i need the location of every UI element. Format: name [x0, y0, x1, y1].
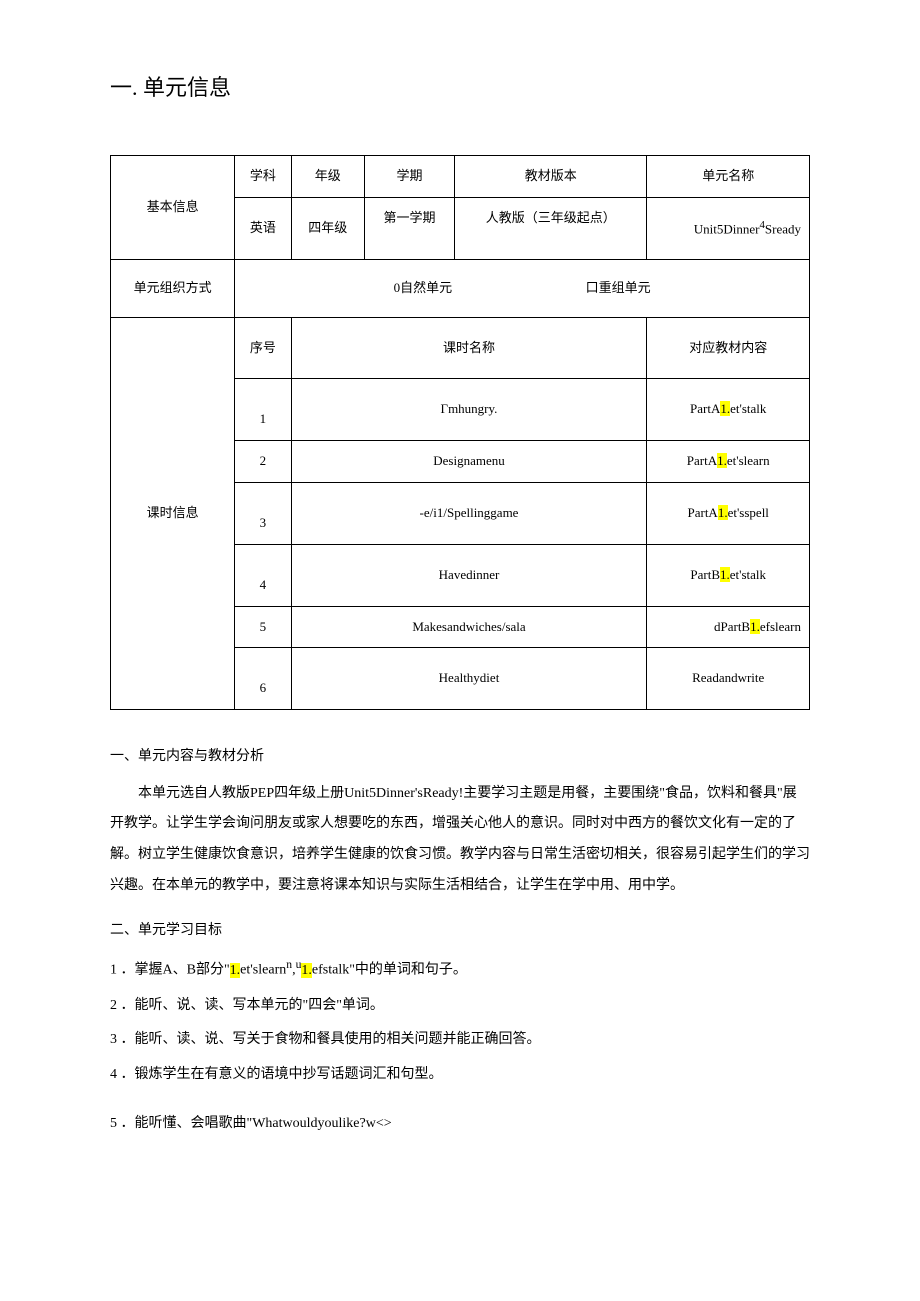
- list-item: 5 ．能听懂、会唱歌曲"Whatwouldyoulike?w<>: [110, 1109, 810, 1140]
- term-header: 学期: [364, 156, 454, 198]
- list-item: 2 ．能听、说、读、写本单元的"四会"单词。: [110, 991, 810, 1022]
- lesson-num: 2: [235, 441, 291, 483]
- subject-header: 学科: [235, 156, 291, 198]
- lesson-content: PartA1.et'stalk: [647, 379, 810, 441]
- lesson-name: Гmhungry.: [291, 379, 647, 441]
- lesson-content: Readandwrite: [647, 648, 810, 710]
- grade-value: 四年级: [291, 197, 364, 259]
- lesson-name: Healthydiet: [291, 648, 647, 710]
- section2-title: 二、单元学习目标: [110, 920, 810, 942]
- unit-info-table: 基本信息 学科 年级 学期 教材版本 单元名称 英语 四年级 第一学期 人教版（…: [110, 155, 810, 710]
- org-opt2: 口重组单元: [586, 278, 651, 299]
- lesson-name: -e/i1/Spellinggame: [291, 482, 647, 544]
- lesson-name: Makesandwiches/sala: [291, 606, 647, 648]
- section1-title: 一、单元内容与教材分析: [110, 746, 810, 768]
- list-item: 1 ．掌握A、B部分"1.et'slearnn,u1.efstalk"中的单词和…: [110, 952, 810, 986]
- list-item: 3 ．能听、读、说、写关于食物和餐具使用的相关问题并能正确回答。: [110, 1025, 810, 1056]
- list-item: 4 ．锻炼学生在有意义的语境中抄写话题词汇和句型。: [110, 1060, 810, 1091]
- unitname-value: Unit5Dinner4Sready: [647, 197, 810, 259]
- version-header: 教材版本: [455, 156, 647, 198]
- page-heading: 一. 单元信息: [110, 70, 810, 105]
- lesson-num: 3: [235, 482, 291, 544]
- org-options: 0自然单元 口重组单元: [235, 259, 810, 317]
- lesson-name-header: 课时名称: [291, 317, 647, 379]
- lesson-content-header: 对应教材内容: [647, 317, 810, 379]
- lesson-num-header: 序号: [235, 317, 291, 379]
- lesson-num: 1: [235, 379, 291, 441]
- unitname-header: 单元名称: [647, 156, 810, 198]
- lessons-label: 课时信息: [111, 317, 235, 710]
- term-value: 第一学期: [364, 197, 454, 259]
- lesson-num: 5: [235, 606, 291, 648]
- org-label: 单元组织方式: [111, 259, 235, 317]
- subject-value: 英语: [235, 197, 291, 259]
- grade-header: 年级: [291, 156, 364, 198]
- org-opt1: 0自然单元: [394, 278, 453, 299]
- lesson-content: dPartB1.efslearn: [647, 606, 810, 648]
- lesson-num: 6: [235, 648, 291, 710]
- lesson-name: Havedinner: [291, 544, 647, 606]
- lesson-num: 4: [235, 544, 291, 606]
- lesson-content: PartA1.et'slearn: [647, 441, 810, 483]
- version-value: 人教版（三年级起点）: [455, 197, 647, 259]
- basic-info-label: 基本信息: [111, 156, 235, 260]
- lesson-content: PartA1.et'sspell: [647, 482, 810, 544]
- lesson-content: PartB1.et'stalk: [647, 544, 810, 606]
- lesson-name: Designamenu: [291, 441, 647, 483]
- paragraph: 本单元选自人教版PEP四年级上册Unit5Dinner'sReady!主要学习主…: [110, 779, 810, 902]
